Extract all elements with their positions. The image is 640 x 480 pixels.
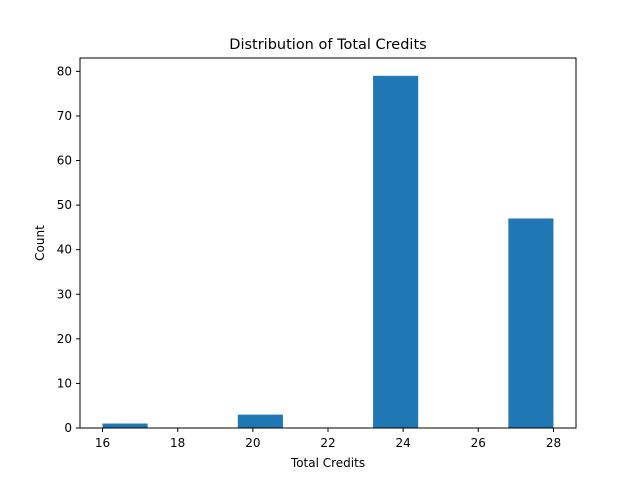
x-tick-label: 26: [471, 436, 486, 450]
histogram-bar: [102, 423, 148, 428]
plot-area-frame: [79, 57, 577, 429]
y-axis-ticks: 0 10 20 30 40 50 60 70 80: [57, 64, 80, 435]
bars-group: [102, 75, 554, 428]
y-tick-label: 60: [57, 154, 72, 168]
x-tick-label: 28: [546, 436, 561, 450]
y-tick-label: 30: [57, 287, 72, 301]
x-tick-label: 18: [170, 436, 185, 450]
histogram-bar: [373, 75, 419, 428]
y-axis-label: Count: [33, 225, 47, 261]
y-tick-label: 0: [64, 421, 72, 435]
x-tick-label: 20: [245, 436, 260, 450]
x-axis-ticks: 16 18 20 22 24 26 28: [95, 428, 561, 450]
chart-title: Distribution of Total Credits: [229, 37, 426, 53]
x-tick-label: 16: [95, 436, 110, 450]
x-tick-label: 24: [396, 436, 411, 450]
y-tick-label: 20: [57, 332, 72, 346]
x-axis-label: Total Credits: [290, 456, 365, 470]
y-tick-label: 80: [57, 64, 72, 78]
x-tick-label: 22: [320, 436, 335, 450]
histogram-bar: [508, 218, 554, 428]
y-tick-label: 50: [57, 198, 72, 212]
y-tick-label: 70: [57, 109, 72, 123]
y-tick-label: 10: [57, 376, 72, 390]
histogram-bar: [237, 414, 283, 428]
y-tick-label: 40: [57, 243, 72, 257]
